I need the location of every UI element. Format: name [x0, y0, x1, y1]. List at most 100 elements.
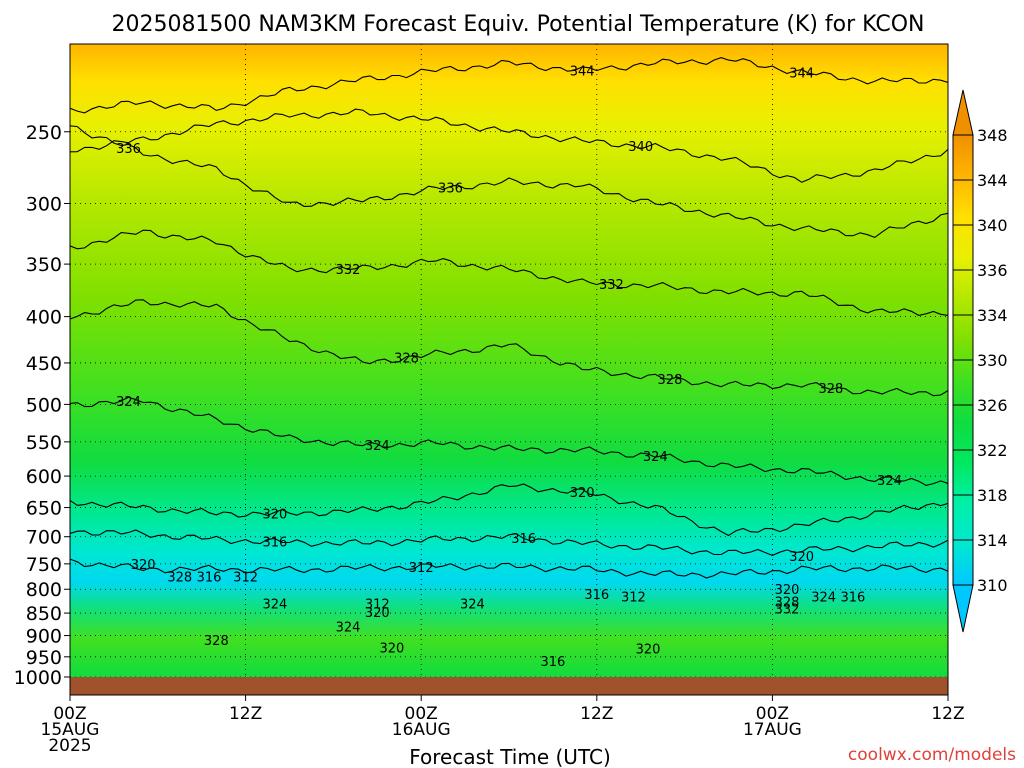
colorbar-tick-label: 340	[977, 216, 1008, 235]
y-tick-label: 350	[26, 254, 62, 276]
isoline-316	[70, 529, 948, 556]
contour-label: 328	[775, 595, 800, 610]
plot-frame	[69, 43, 949, 696]
contour-label-text: 316	[262, 536, 287, 551]
y-tick-label: 850	[26, 603, 62, 625]
contour-label-text: 332	[775, 602, 800, 617]
contour-label: 316	[197, 571, 222, 586]
y-tick-label: 900	[26, 626, 62, 648]
contour-label: 344	[789, 66, 814, 81]
isolines	[70, 57, 948, 579]
contour-label-text: 332	[599, 278, 624, 293]
contour-label-text: 312	[621, 591, 646, 606]
contour-label-text: 324	[811, 591, 836, 606]
x-tick-label: 00Z	[405, 704, 438, 724]
contour-label-text: 316	[584, 588, 609, 603]
contour-label-text: 344	[570, 65, 595, 80]
contour-label-text: 336	[116, 142, 141, 157]
contour-label-text: 344	[789, 66, 814, 81]
x-tick-label: 00Z	[756, 704, 789, 724]
contour-label-text: 320	[262, 508, 287, 523]
isoline-336	[70, 125, 948, 239]
contour-label-text: 316	[197, 571, 222, 586]
contour-labels: 344 3443403363363323323283283283243243243…	[116, 65, 902, 670]
isoline-340	[70, 108, 948, 183]
colorbar-tick-label: 318	[977, 486, 1008, 505]
contour-label-text: 320	[131, 558, 156, 573]
y-tick-label: 600	[26, 466, 62, 488]
x-tick-label: 00Z	[53, 704, 86, 724]
contour-label-text: 328	[394, 352, 419, 367]
contour-label-text: 320	[365, 606, 390, 621]
y-tick-label: 950	[26, 647, 62, 669]
contour-label: 324	[460, 598, 485, 613]
x-tick-label: 15AUG	[41, 720, 100, 740]
contour-label-text: 312	[365, 598, 390, 613]
ground-bar	[70, 677, 948, 695]
contour-label-text: 320	[570, 486, 595, 501]
isoline-324	[70, 396, 948, 486]
colorbar-tick-label: 314	[977, 531, 1008, 550]
contour-label-text: 336	[438, 181, 463, 196]
contour-label-text: 328	[167, 571, 192, 586]
colorbar-ticks: 310 314 318 322 326 330 334 336 340 344 348	[953, 126, 1008, 595]
contour-label-text: 320	[380, 642, 405, 657]
y-tick-label: 450	[26, 353, 62, 375]
contour-label: 328	[394, 352, 419, 367]
contour-label-text: 324	[460, 598, 485, 613]
theta-field	[70, 44, 948, 677]
contour-label-text: 324	[116, 395, 141, 410]
grid	[70, 44, 948, 677]
isoline-344	[70, 57, 948, 114]
colorbar-tick-label: 348	[977, 126, 1008, 145]
contour-label: 320	[570, 486, 595, 501]
colorbar: 310 314 318 322 326 330 334 336 340 344 348	[952, 89, 1008, 633]
y-tick-label: 800	[26, 579, 62, 601]
contour-label: 320	[380, 642, 405, 657]
y-tick-label: 300	[26, 193, 62, 215]
contour-label-text: 328	[819, 382, 844, 397]
contour-label-text: 328	[658, 373, 683, 388]
contour-label: 316	[584, 588, 609, 603]
contour-label: 312	[621, 591, 646, 606]
contour-label-text: 312	[409, 561, 434, 576]
contour-label-text: 320	[775, 583, 800, 598]
x-tick-label: 12Z	[229, 704, 262, 724]
contour-label: 332	[775, 602, 800, 617]
colorbar-bottom-arrow	[952, 584, 974, 633]
colorbar-tick-label: 344	[977, 171, 1008, 190]
x-tick-label: 16AUG	[392, 720, 451, 740]
isoline-320	[70, 483, 948, 537]
contour-label: 316	[262, 536, 287, 551]
contour-label: 312	[233, 571, 258, 586]
y-tick-label: 1000	[14, 667, 62, 689]
contour-label: 340	[628, 140, 653, 155]
contour-label: 320	[365, 606, 390, 621]
contour-label: 324	[262, 598, 287, 613]
contour-label-text: 324	[643, 450, 668, 465]
y-tick-label: 550	[26, 432, 62, 454]
contour-label: 320	[131, 558, 156, 573]
contour-label: 324	[116, 395, 141, 410]
contour-label: 324	[643, 450, 668, 465]
contour-label: 320	[775, 583, 800, 598]
contour-label-text: 320	[636, 642, 661, 657]
contour-label: 328	[167, 571, 192, 586]
y-tick-label: 400	[26, 307, 62, 329]
contour-label: 332	[336, 263, 361, 278]
y-axis: 2503003504004505005506006507007508008509…	[14, 122, 70, 689]
contour-label-text: 328	[775, 595, 800, 610]
contour-label: 312	[365, 598, 390, 613]
contour-label: 324	[365, 439, 390, 454]
contour-label-text: 316	[540, 655, 565, 670]
credit-text: coolwx.com/models	[848, 745, 1016, 765]
x-tick-label: 12Z	[931, 704, 964, 724]
contour-label-text: 316	[840, 591, 865, 606]
colorbar-tick-label: 334	[977, 306, 1008, 325]
contour-label: 332	[599, 278, 624, 293]
x-tick-label: 12Z	[580, 704, 613, 724]
y-tick-label: 250	[26, 122, 62, 144]
contour-label-text: 312	[233, 571, 258, 586]
